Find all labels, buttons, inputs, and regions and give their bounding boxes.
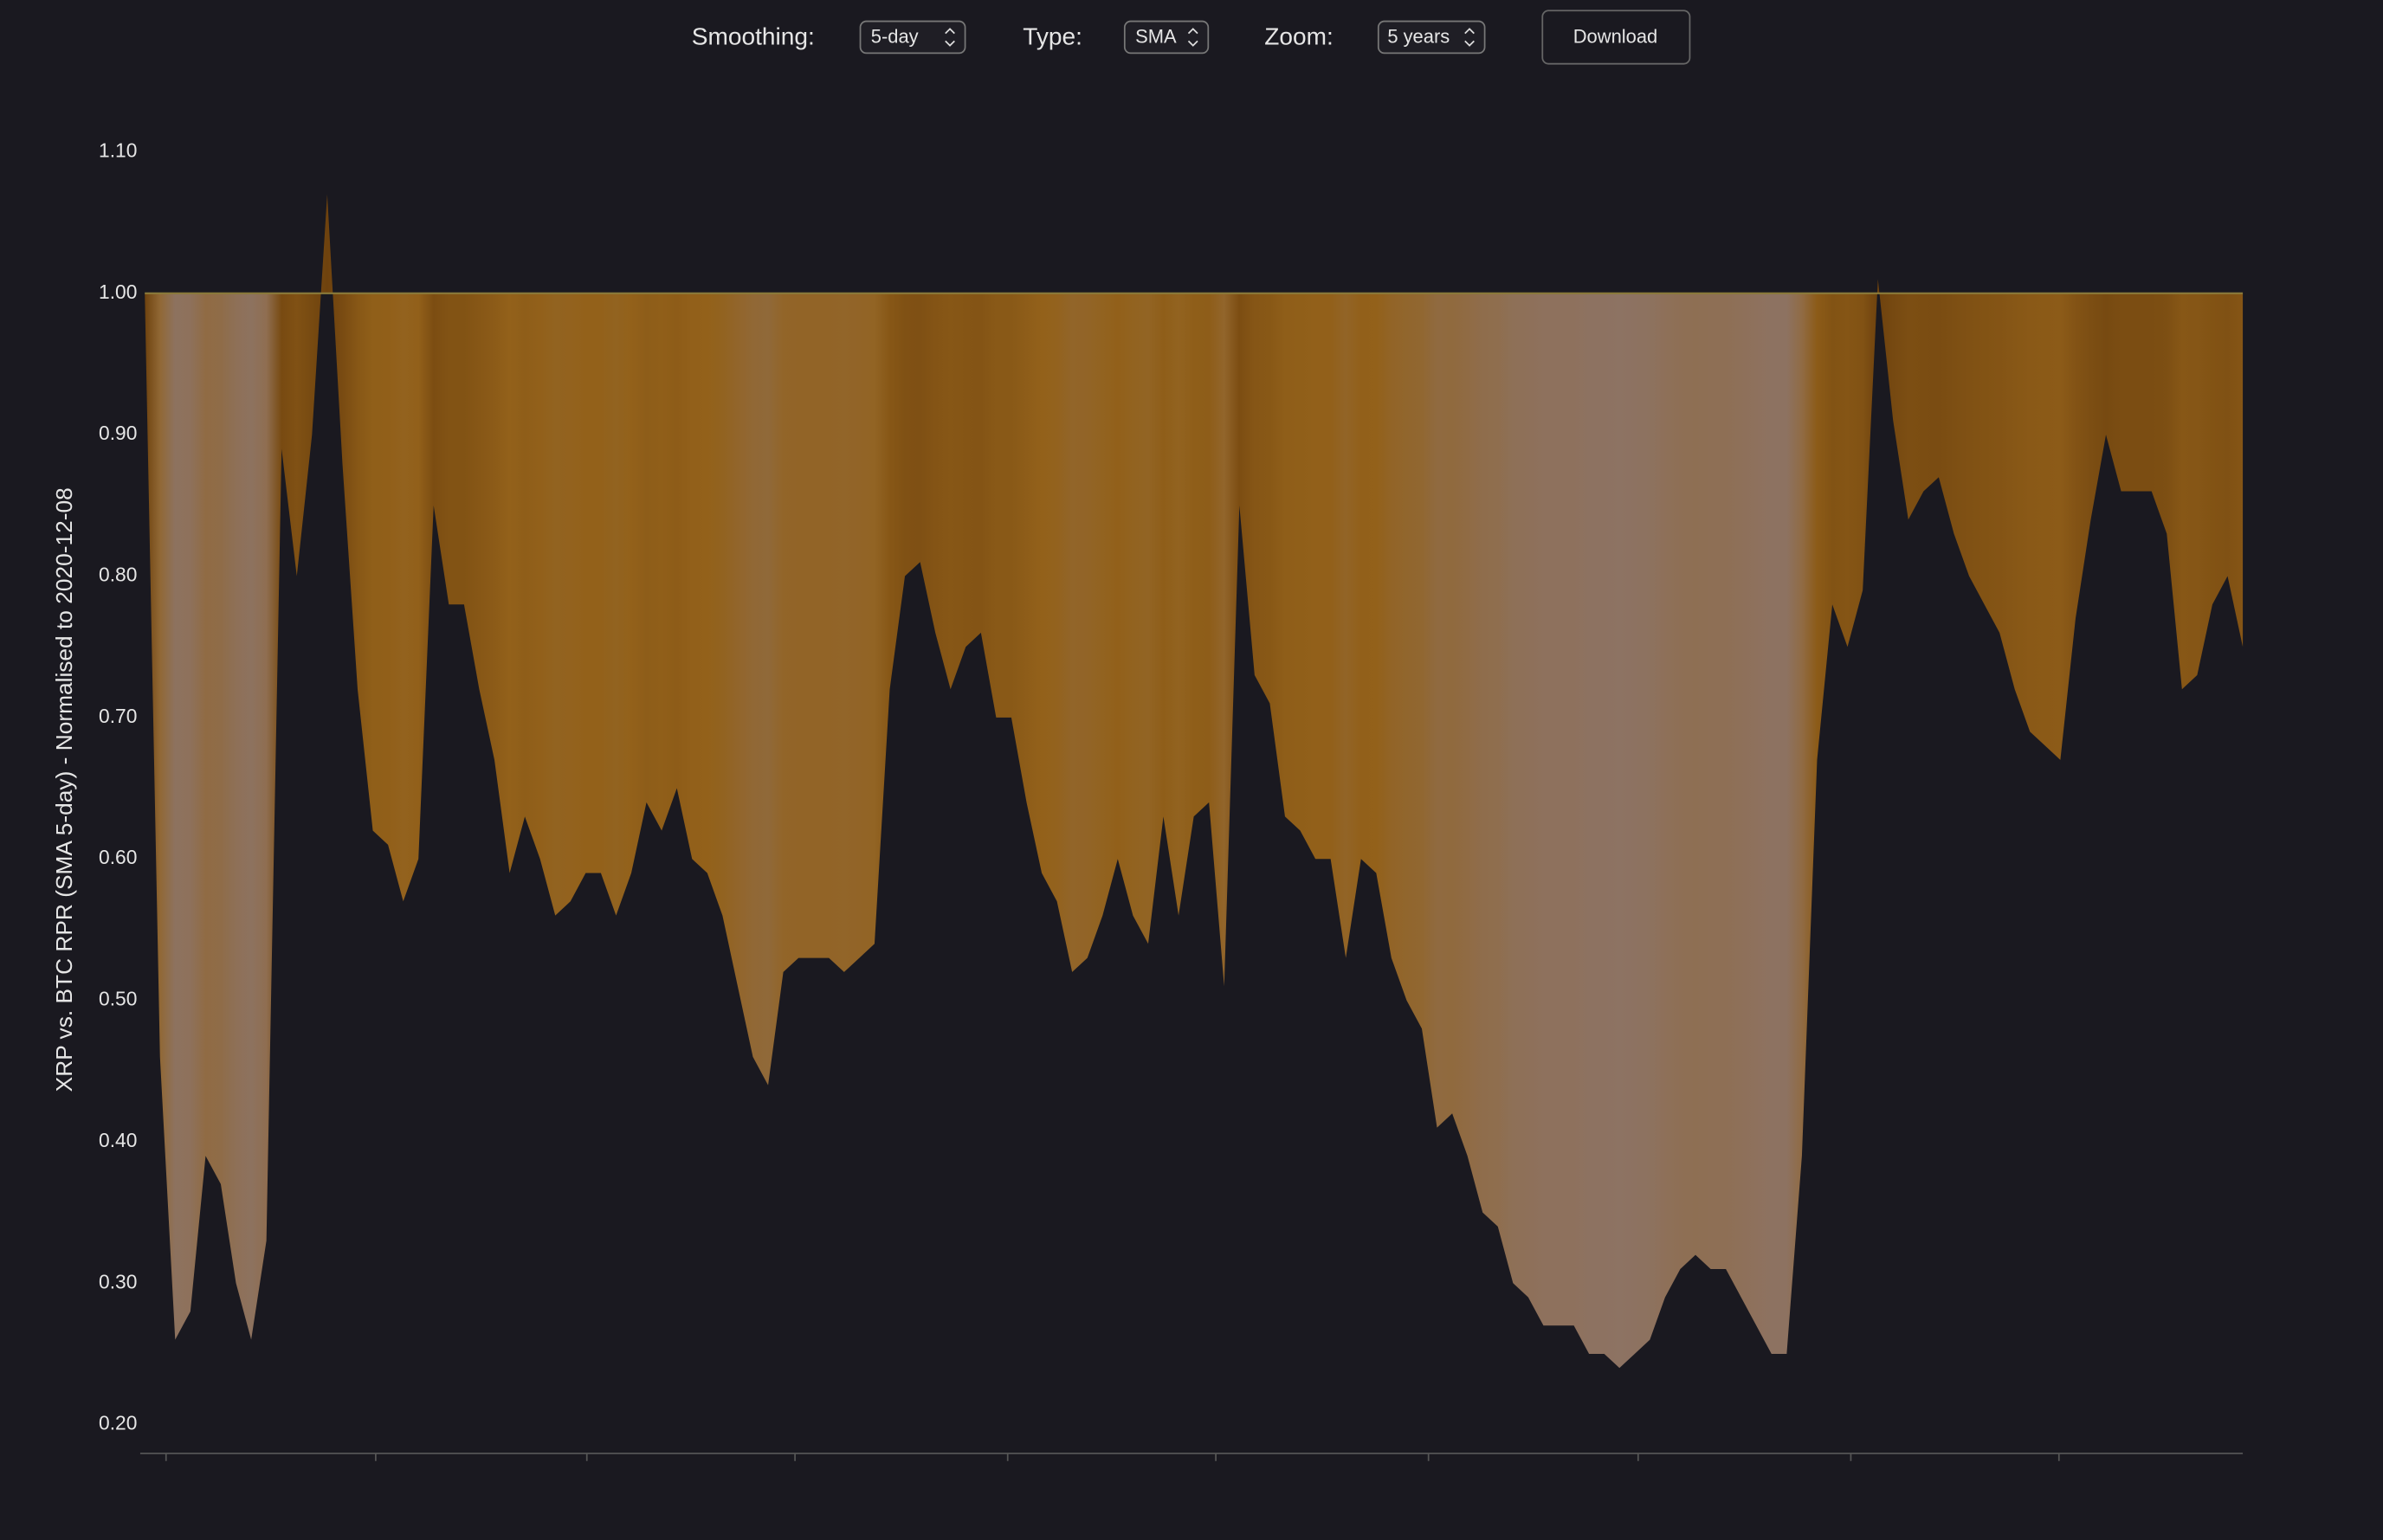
chevron <box>1187 28 1198 47</box>
chevron <box>1464 28 1475 47</box>
smoothing-value[interactable]: 5-day <box>871 26 919 48</box>
y-tick-label: 0.60 <box>99 846 137 868</box>
y-tick-label: 1.10 <box>99 139 137 161</box>
y-tick-label: 0.80 <box>99 564 137 586</box>
zoom-label: Zoom: <box>1264 23 1334 49</box>
y-tick-label: 0.30 <box>99 1270 137 1292</box>
zoom-value[interactable]: 5 years <box>1387 26 1450 48</box>
y-tick-label: 0.20 <box>99 1412 137 1434</box>
toolbar: Smoothing: 5-day Type: SMA Zoom: 5 years… <box>692 10 1691 65</box>
y-tick-label: 1.00 <box>99 280 137 303</box>
type-select[interactable] <box>1123 20 1210 55</box>
x-tick-marks <box>165 1453 2060 1461</box>
type-value[interactable]: SMA <box>1135 26 1177 48</box>
y-tick-label: 0.90 <box>99 422 137 444</box>
download-button[interactable] <box>1541 10 1691 65</box>
download-label[interactable]: Download <box>1573 26 1658 48</box>
y-tick-label: 0.40 <box>99 1129 137 1151</box>
zoom-select[interactable] <box>1377 20 1486 55</box>
plot: 0.20 0.30 0.40 0.50 0.60 0.70 0.80 0.90 1.00 1.10 <box>99 139 2244 1434</box>
area <box>145 194 2244 1369</box>
smoothing-label: Smoothing: <box>692 23 815 49</box>
y-axis-label: XRP vs. BTC RPR (SMA 5-day) - Normalised… <box>51 487 77 1092</box>
chevron <box>945 28 955 47</box>
type-label: Type: <box>1023 23 1082 49</box>
y-tick-label: 0.70 <box>99 705 137 727</box>
y-tick-label: 0.50 <box>99 988 137 1010</box>
smoothing-select[interactable] <box>859 20 966 55</box>
